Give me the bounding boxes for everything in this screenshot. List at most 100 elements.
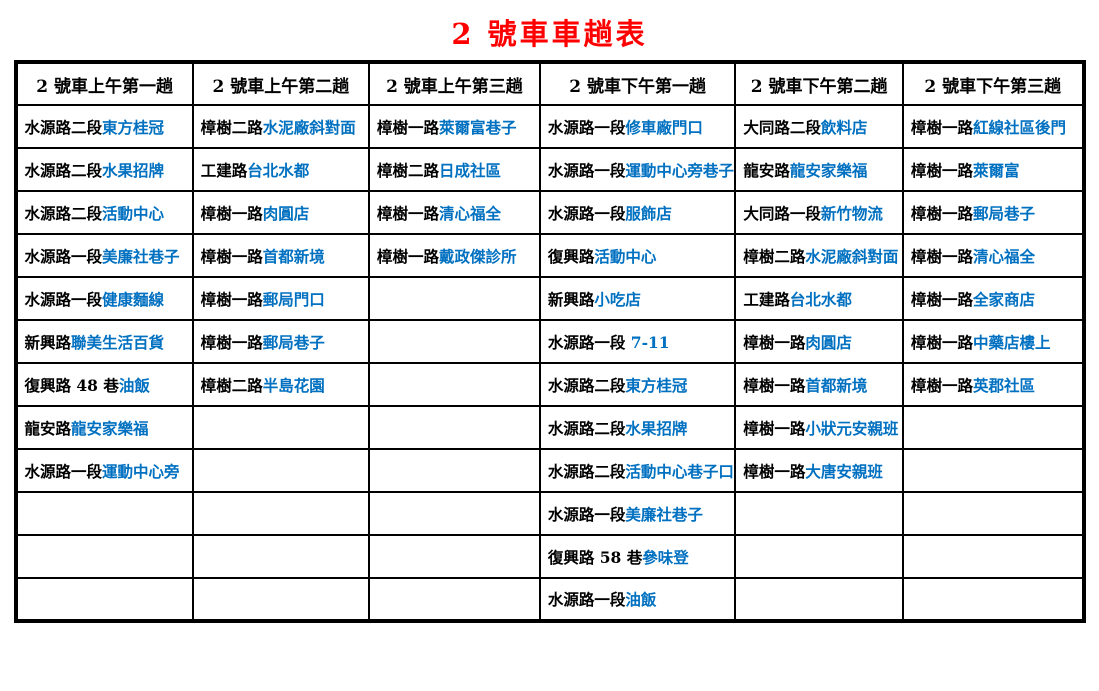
street-text: 水源路二段 [547, 418, 626, 438]
stop-cell: 樟樹二路日成社區 [368, 147, 541, 192]
stop-cell: 水源路一段運動中心旁 [14, 448, 194, 493]
stop-cell: 樟樹一路萊爾富 [901, 147, 1085, 192]
street-text: 復興路 58 巷 [547, 547, 643, 567]
landmark-text: 服飾店 [625, 203, 672, 223]
street-text: 大同路二段 [743, 117, 821, 137]
landmark-text: 大唐安親班 [805, 461, 883, 481]
street-text: 樟樹一路 [910, 246, 973, 266]
stop-cell: 水源路一段健康麵線 [14, 276, 194, 321]
column-header: 2 號車上午第二趟 [191, 61, 371, 106]
street-text: 樟樹一路 [200, 332, 263, 352]
stop-cell: 樟樹一路肉圓店 [734, 319, 904, 364]
stop-cell: 樟樹一路英郡社區 [901, 362, 1085, 407]
landmark-text: 7-11 [630, 332, 670, 352]
stop-cell [734, 534, 904, 579]
stop-cell [368, 276, 541, 321]
stop-cell [901, 534, 1085, 579]
stop-cell: 樟樹一路戴政傑診所 [368, 233, 541, 278]
stop-cell [191, 448, 371, 493]
stop-cell: 復興路 48 巷油飯 [14, 362, 194, 407]
stop-cell [901, 448, 1085, 493]
stop-cell: 樟樹一路首都新境 [734, 362, 904, 407]
stop-cell [368, 362, 541, 407]
table-row: 水源路一段美廉社巷子 [14, 491, 1085, 536]
landmark-text: 龍安家樂福 [71, 418, 149, 438]
landmark-text: 健康麵線 [102, 289, 165, 309]
street-text: 水源路一段 [24, 461, 103, 481]
landmark-text: 活動中心巷子口 [625, 461, 734, 481]
landmark-text: 新竹物流 [820, 203, 883, 223]
street-text: 樟樹一路 [200, 203, 263, 223]
stop-cell: 樟樹一路首都新境 [191, 233, 371, 278]
landmark-text: 水泥廠斜對面 [805, 246, 899, 266]
column-header: 2 號車下午第一趟 [538, 61, 737, 106]
street-text: 樟樹一路 [743, 375, 806, 395]
stop-cell: 水源路二段東方桂冠 [538, 362, 737, 407]
landmark-text: 小狀元安親班 [805, 418, 899, 438]
stop-cell: 水源路二段水果招牌 [14, 147, 194, 192]
landmark-text: 聯美生活百貨 [71, 332, 165, 352]
street-text: 水源路二段 [547, 375, 626, 395]
table-row: 水源路二段水果招牌 工建路台北水都 樟樹二路日成社區 水源路一段運動中心旁巷子 龍安路龍… [14, 147, 1085, 192]
stop-cell: 水源路二段活動中心 [14, 190, 194, 235]
landmark-text: 首都新境 [805, 375, 868, 395]
page-title: 2 號車車趟表 [451, 17, 648, 51]
stop-cell: 水源路一段服飾店 [538, 190, 737, 235]
landmark-text: 郵局巷子 [973, 203, 1036, 223]
stop-cell: 水源路二段活動中心巷子口 [538, 448, 737, 493]
street-text: 樟樹二路 [200, 117, 263, 137]
table-row: 龍安路龍安家樂福 水源路二段水果招牌 樟樹一路小狀元安親班 [14, 405, 1085, 450]
street-text: 樟樹一路 [377, 203, 440, 223]
stop-cell: 水源路一段美廉社巷子 [538, 491, 737, 536]
landmark-text: 郵局巷子 [262, 332, 325, 352]
stop-cell: 水源路一段美廉社巷子 [14, 233, 194, 278]
landmark-text: 紅線社區後門 [973, 117, 1067, 137]
street-text: 水源路一段 [547, 504, 626, 524]
landmark-text: 油飯 [625, 590, 657, 609]
street-text: 龍安路 [743, 160, 790, 180]
stop-cell: 水源路一段油飯 [538, 577, 737, 622]
street-text: 樟樹一路 [910, 332, 973, 352]
street-text: 復興路 [547, 246, 595, 266]
stop-cell: 水源路一段運動中心旁巷子 [538, 147, 737, 192]
landmark-text: 郵局門口 [262, 289, 325, 309]
header-row: 2 號車上午第一趟 2 號車上午第二趟 2 號車上午第三趟 2 號車下午第一趟 2 號車… [14, 61, 1085, 106]
stop-cell [14, 577, 194, 622]
stop-cell: 樟樹二路水泥廠斜對面 [734, 233, 904, 278]
table-row: 復興路 58 巷參味登 [14, 534, 1085, 579]
street-text: 工建路 [200, 160, 248, 180]
stop-cell [191, 534, 371, 579]
stop-cell [368, 577, 541, 622]
street-text: 樟樹一路 [910, 289, 973, 309]
stop-cell [734, 491, 904, 536]
landmark-text: 肉圓店 [262, 203, 310, 223]
street-text: 水源路一段 [24, 246, 103, 266]
stop-cell [368, 319, 541, 364]
stop-cell: 樟樹一路清心福全 [368, 190, 541, 235]
stop-cell [368, 534, 541, 579]
stop-cell [901, 577, 1085, 622]
landmark-text: 水果招牌 [625, 418, 688, 438]
table-row: 水源路一段美廉社巷子 樟樹一路首都新境 樟樹一路戴政傑診所 復興路活動中心 樟樹二路水泥… [14, 233, 1085, 278]
stop-cell: 樟樹一路大唐安親班 [734, 448, 904, 493]
stop-cell: 樟樹二路半島花園 [191, 362, 371, 407]
stop-cell: 樟樹一路肉圓店 [191, 190, 371, 235]
landmark-text: 東方桂冠 [102, 117, 165, 137]
landmark-text: 東方桂冠 [625, 375, 688, 395]
stop-cell: 樟樹二路水泥廠斜對面 [191, 104, 371, 149]
street-text: 樟樹一路 [377, 117, 440, 137]
landmark-text: 日成社區 [439, 160, 502, 180]
street-text: 樟樹一路 [200, 246, 263, 266]
column-header: 2 號車下午第二趟 [734, 61, 904, 106]
column-header: 2 號車上午第一趟 [14, 61, 194, 106]
table-row: 水源路二段東方桂冠 樟樹二路水泥廠斜對面 樟樹一路萊爾富巷子 水源路一段修車廠門口 大同… [14, 104, 1085, 149]
column-header: 2 號車上午第三趟 [368, 61, 541, 106]
landmark-text: 運動中心旁 [102, 461, 180, 481]
street-text: 工建路 [743, 289, 790, 309]
landmark-text: 小吃店 [594, 289, 641, 309]
landmark-text: 台北水都 [247, 160, 310, 180]
stop-cell: 工建路台北水都 [191, 147, 371, 192]
stop-cell [368, 491, 541, 536]
landmark-text: 飲料店 [820, 117, 868, 137]
street-text: 水源路一段 [24, 289, 103, 309]
